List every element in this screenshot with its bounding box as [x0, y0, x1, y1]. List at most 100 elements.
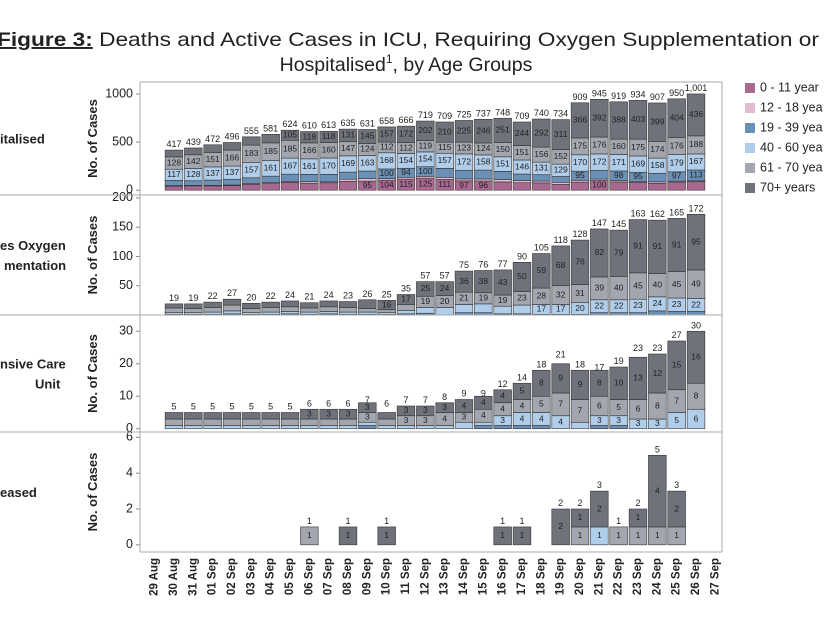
total-label: 737 [476, 108, 491, 118]
segment-label: 124 [360, 144, 374, 154]
bar-segment [648, 353, 667, 394]
total-label: 18 [575, 359, 585, 369]
bar-segment [590, 99, 609, 138]
bar-segment [648, 102, 667, 142]
legend-swatch [745, 103, 755, 113]
segment-label: 16 [691, 352, 701, 362]
segment-label: 94 [401, 167, 411, 177]
bar-segment [184, 303, 203, 309]
total-label: 6 [345, 398, 350, 408]
segment-label: 97 [672, 171, 682, 181]
bar-segment [648, 172, 667, 183]
segment-label: 246 [476, 125, 490, 135]
segment-label: 251 [496, 125, 510, 135]
x-tick-label: 15 Sep [477, 558, 489, 595]
total-label: 5 [191, 402, 196, 412]
segment-label: 28 [537, 291, 547, 301]
total-label: 417 [166, 139, 181, 149]
x-tick-label: 16 Sep [497, 558, 509, 595]
segment-label: 4 [520, 400, 525, 410]
total-label: 1 [500, 516, 505, 526]
bar-segment [435, 177, 454, 180]
segment-label: 3 [423, 415, 428, 425]
segment-label: 3 [597, 415, 602, 425]
total-label: 613 [321, 120, 336, 130]
bar-segment [667, 98, 686, 138]
segment-label: 20 [440, 296, 450, 306]
segment-label: 7 [674, 395, 679, 405]
total-label: 5 [171, 402, 176, 412]
segment-label: 4 [500, 404, 505, 414]
segment-label: 9 [558, 373, 563, 383]
bar-segment [474, 421, 493, 426]
segment-label: 3 [442, 402, 447, 412]
bar-segment [300, 418, 319, 426]
total-label: 7 [423, 395, 428, 405]
segment-label: 185 [283, 143, 297, 153]
total-label: 23 [343, 291, 353, 301]
segment-label: 5 [674, 415, 679, 425]
bar-segment [358, 129, 377, 144]
segment-label: 176 [592, 140, 606, 150]
bar-segment [416, 120, 435, 141]
bar-segment [435, 168, 454, 178]
segment-label: 100 [418, 166, 432, 176]
segment-label: 311 [554, 129, 568, 139]
segment-label: 160 [612, 141, 626, 151]
total-label: 145 [611, 219, 626, 229]
bar-segment [280, 306, 300, 312]
segment-label: 19 [498, 295, 508, 305]
y-tick-label: 150 [112, 219, 133, 233]
bar-segment [512, 382, 532, 400]
bar-segment [570, 508, 590, 528]
bar-segment [222, 304, 242, 312]
bar-segment [609, 181, 628, 191]
segment-label: 128 [186, 169, 200, 179]
bar-segment [396, 125, 416, 143]
total-label: 748 [495, 107, 510, 117]
segment-label: 125 [418, 178, 432, 188]
segment-label: 5 [616, 402, 621, 412]
bar-segment [280, 182, 300, 191]
bar-segment [512, 180, 532, 183]
bar-segment [203, 307, 222, 313]
total-label: 635 [340, 118, 355, 128]
total-label: 24 [324, 290, 334, 300]
bar-segment [222, 298, 242, 306]
total-label: 22 [266, 291, 276, 301]
segment-label: 68 [556, 260, 566, 270]
bar-segment [474, 169, 493, 180]
bar-segment [261, 425, 280, 430]
bar-segment [532, 369, 551, 397]
segment-label: 5 [539, 399, 544, 409]
segment-label: 292 [534, 127, 548, 137]
bar-segment [667, 218, 686, 272]
segment-label: 137 [225, 167, 239, 177]
bar-segment [358, 421, 377, 426]
total-label: 118 [553, 235, 567, 245]
x-tick-label: 20 Sep [574, 558, 586, 595]
bar-segment [512, 262, 532, 292]
bar-segment [184, 412, 203, 420]
total-label: 9 [461, 389, 466, 399]
x-tick-label: 03 Sep [245, 558, 257, 595]
total-label: 6 [326, 398, 331, 408]
legend-label: 61 - 70 yea [760, 160, 823, 174]
segment-label: 137 [206, 168, 220, 178]
segment-label: 95 [633, 171, 643, 181]
segment-label: 161 [264, 163, 278, 173]
bar-segment [222, 185, 242, 191]
row-label: mentation [4, 258, 66, 273]
total-label: 20 [246, 292, 256, 302]
bar-segment [300, 131, 319, 144]
segment-label: 117 [167, 169, 181, 179]
segment-label: 115 [399, 179, 413, 189]
segment-label: 4 [481, 410, 486, 420]
title-lead: Figure 3: [0, 29, 93, 51]
bar-segment [532, 253, 551, 289]
bar-segment [609, 425, 628, 430]
total-label: 1 [519, 516, 524, 526]
x-tick-label: 26 Sep [690, 558, 702, 595]
total-label: 77 [498, 259, 508, 269]
segment-label: 3 [423, 405, 428, 415]
